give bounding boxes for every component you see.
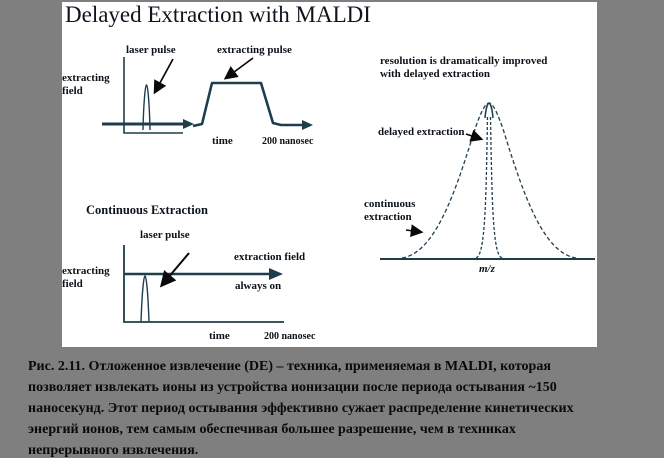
trapezoid-arrowhead xyxy=(302,120,313,130)
y-axis-label-delayed-line1: extracting xyxy=(62,72,110,84)
time-label-continuous: time xyxy=(209,330,230,342)
y-axis-label-delayed: extracting field xyxy=(62,72,110,98)
figure-panel: Delayed Extraction with MALDI laser puls… xyxy=(62,2,597,347)
figure-line-art xyxy=(102,57,595,323)
axis-delayed xyxy=(123,57,183,134)
extracting-pulse-label: extracting pulse xyxy=(217,44,292,56)
extraction-field-arrowhead xyxy=(269,268,283,280)
resolution-note-line2: with delayed extraction xyxy=(380,68,490,80)
y-axis-label-continuous-line1: extracting xyxy=(62,265,110,277)
laser-pulse-spike-delayed xyxy=(142,84,151,131)
continuous-peak-label-line2: extraction xyxy=(364,211,412,223)
resolution-note-line1: resolution is dramatically improved xyxy=(380,55,548,67)
y-axis-label-continuous-line2: field xyxy=(62,278,83,290)
continuous-extraction-peak-label: continuous extraction xyxy=(364,198,415,224)
laser-pulse-pointer-arrow-2 xyxy=(159,252,190,288)
delayed-label-arrow xyxy=(465,129,484,142)
caption-line-4: энергий ионов, тем самым обеспечивая бол… xyxy=(28,422,516,437)
continuous-extraction-plot xyxy=(123,245,284,323)
caption-line-1: Рис. 2.11. Отложенное извлечение (DE) – … xyxy=(28,359,551,374)
extracting-pulse-pointer-arrow xyxy=(223,57,254,80)
resolution-note: resolution is dramatically improved with… xyxy=(380,55,547,81)
timescale-label-continuous: 200 nanosec xyxy=(264,331,316,342)
figure-title: Delayed Extraction with MALDI xyxy=(65,2,371,27)
delayed-extraction-peak-right xyxy=(489,116,503,259)
continuous-extraction-heading: Continuous Extraction xyxy=(86,203,208,217)
delayed-extraction-peak-tip xyxy=(484,102,494,119)
baseline-arrowhead xyxy=(183,119,194,129)
delayed-extraction-peak-label: delayed extraction xyxy=(378,126,465,138)
always-on-label: always on xyxy=(235,280,282,292)
timescale-label-delayed: 200 nanosec xyxy=(262,136,314,147)
continuous-peak-label-line1: continuous xyxy=(364,198,416,210)
y-axis-label-delayed-line2: field xyxy=(62,85,83,97)
time-label-delayed: time xyxy=(212,135,233,147)
extraction-field-label: extraction field xyxy=(234,251,306,263)
spectrum-plot xyxy=(380,102,595,260)
extracting-pulse-trapezoid xyxy=(192,81,303,128)
delayed-extraction-plot xyxy=(102,57,313,134)
axis-continuous xyxy=(123,245,284,323)
laser-pulse-pointer-arrow xyxy=(153,58,174,95)
laser-pulse-label-delayed: laser pulse xyxy=(126,44,176,56)
y-axis-label-continuous: extracting field xyxy=(62,265,110,291)
figure-caption: Рис. 2.11. Отложенное извлечение (DE) – … xyxy=(28,356,636,458)
continuous-label-arrow xyxy=(405,224,424,237)
caption-line-2: позволяет извлекать ионы из устройства и… xyxy=(28,380,557,395)
laser-pulse-label-continuous: laser pulse xyxy=(140,229,190,241)
caption-line-5: непрерывного извлечения. xyxy=(28,443,199,458)
mz-axis-label: m/z xyxy=(479,263,495,275)
laser-pulse-spike-continuous xyxy=(140,275,150,323)
caption-line-3: наносекунд. Этот период остывания эффект… xyxy=(28,401,574,416)
